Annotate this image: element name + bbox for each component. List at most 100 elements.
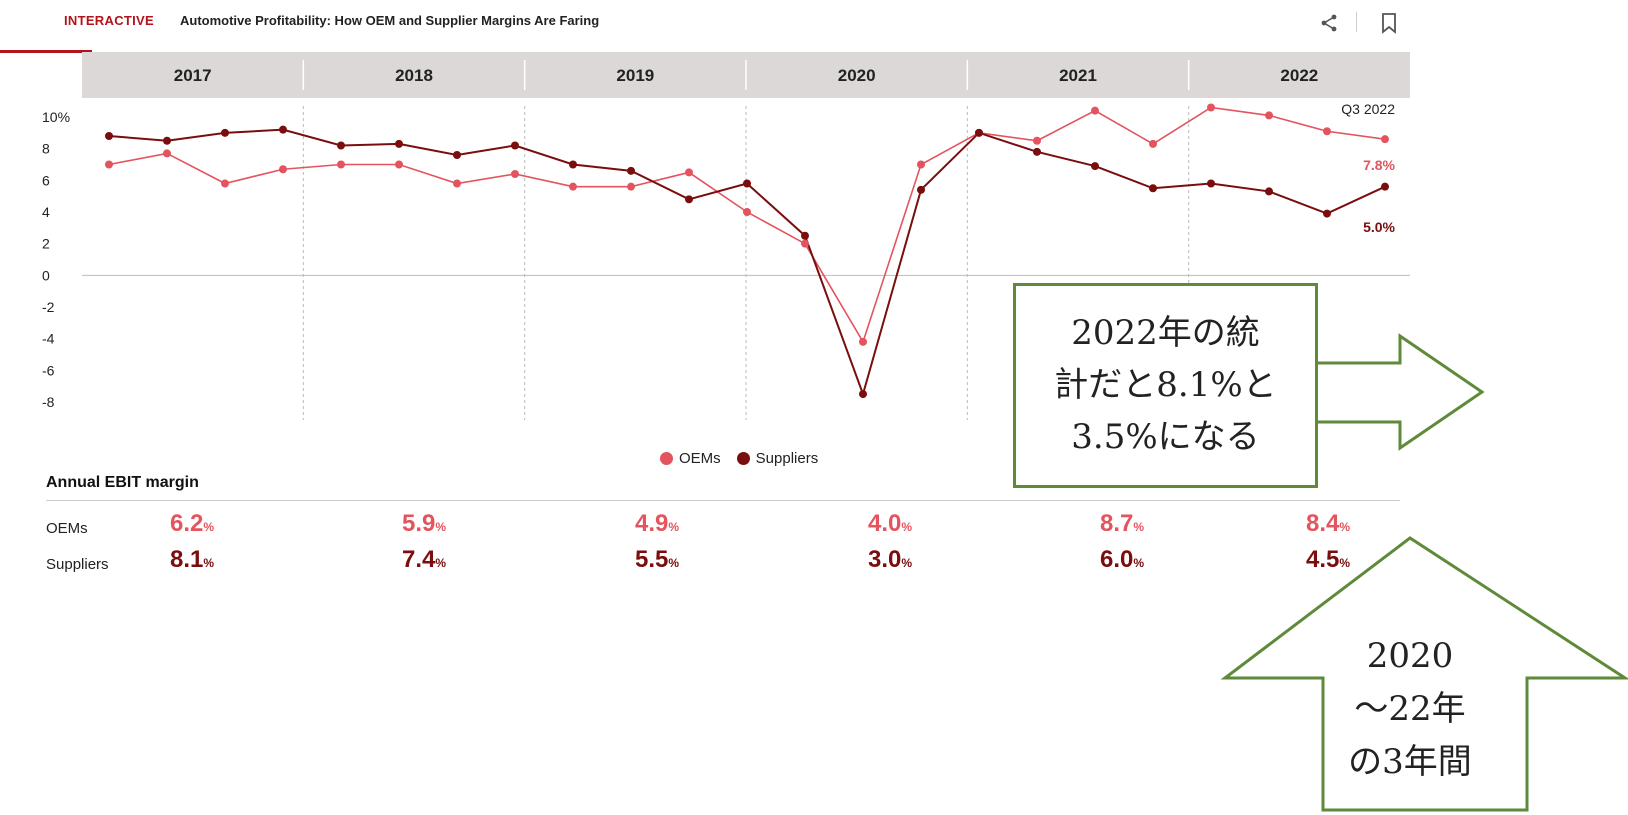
point-suppliers-21: [1323, 209, 1331, 218]
point-suppliers-20: [1265, 187, 1273, 196]
suppliers-annual-2020: 3.0%: [868, 546, 912, 574]
article-header: INTERACTIVE Automotive Profitability: Ho…: [0, 0, 1400, 46]
suppliers-annual-2018: 7.4%: [402, 546, 446, 574]
year-label-2022: 2022: [1280, 66, 1318, 85]
point-suppliers-1: [163, 136, 171, 145]
point-suppliers-12: [801, 231, 809, 240]
end-labels: Q3 2022 7.8% 5.0%: [1341, 101, 1395, 235]
point-suppliers-19: [1207, 179, 1215, 188]
right-arrow-shape: [1315, 333, 1485, 451]
point-oems-1: [163, 149, 171, 158]
oems-annual-2018: 5.9%: [402, 510, 446, 538]
point-oems-21: [1323, 127, 1331, 136]
callout-three-years: 2020 ～22年 の3年間: [1330, 630, 1490, 789]
y-tick-label: -4: [42, 331, 55, 347]
suppliers-annual-2017-value: 8.1: [170, 546, 204, 573]
suppliers-annual-2021-value: 6.0: [1100, 546, 1134, 573]
point-suppliers-10: [685, 195, 693, 204]
legend-suppliers[interactable]: Suppliers: [736, 450, 819, 467]
callout-up-line-1: 2020: [1366, 636, 1454, 676]
suppliers-annual-2022-unit: %: [1339, 556, 1351, 570]
y-tick-label: 10%: [42, 109, 70, 125]
oems-annual-2017-unit: %: [203, 520, 215, 534]
point-suppliers-7: [511, 141, 519, 150]
oems-annual-2020-value: 4.0: [868, 510, 902, 537]
suppliers-annual-2022-value: 4.5: [1306, 546, 1340, 573]
oems-annual-2022-value: 8.4: [1306, 510, 1340, 537]
point-suppliers-17: [1091, 162, 1099, 171]
article-title: Automotive Profitability: How OEM and Su…: [180, 13, 600, 28]
interactive-tag: INTERACTIVE: [64, 13, 154, 28]
point-oems-18: [1149, 139, 1157, 148]
oems-annual-2022: 8.4%: [1306, 510, 1350, 538]
suppliers-annual-2018-unit: %: [435, 556, 447, 570]
point-oems-8: [569, 182, 577, 191]
point-oems-11: [743, 208, 751, 216]
suppliers-annual-2017-unit: %: [203, 556, 215, 570]
point-oems-9: [627, 182, 635, 191]
point-suppliers-8: [569, 160, 577, 169]
point-suppliers-13: [859, 390, 867, 399]
series-points: [105, 103, 1389, 399]
point-suppliers-3: [279, 125, 287, 134]
year-label-2018: 2018: [395, 66, 433, 85]
oems-annual-2019-value: 4.9: [635, 510, 669, 537]
suppliers-annual-2020-unit: %: [901, 556, 913, 570]
point-oems-22: [1381, 135, 1389, 144]
table-divider: [46, 500, 1400, 501]
oems-annual-2020: 4.0%: [868, 510, 912, 538]
point-oems-17: [1091, 106, 1099, 115]
callout-2022-stats: 2022年の統 計だと8.1%と 3.5%になる: [1013, 283, 1318, 488]
suppliers-annual-2021: 6.0%: [1100, 546, 1144, 574]
up-arrow-shape: [1220, 536, 1628, 812]
suppliers-annual-2019-unit: %: [668, 556, 680, 570]
point-suppliers-6: [453, 151, 461, 159]
oems-annual-2018-value: 5.9: [402, 510, 436, 537]
suppliers-annual-2019-value: 5.5: [635, 546, 669, 573]
year-header-band: 2017 2018 2019 2020 2021 2022: [82, 52, 1410, 98]
callout-right-line-2: 計だと8.1%と: [1054, 365, 1277, 405]
y-tick-label: 0: [42, 267, 50, 283]
point-oems-10: [685, 168, 693, 177]
legend-suppliers-label: Suppliers: [755, 450, 819, 467]
suppliers-annual-2020-value: 3.0: [868, 546, 902, 573]
y-tick-label: -6: [42, 362, 55, 378]
annual-ebit-title: Annual EBIT margin: [46, 474, 199, 491]
end-label-oems: 7.8%: [1363, 157, 1395, 173]
suppliers-row-label: Suppliers: [46, 556, 109, 573]
point-suppliers-18: [1149, 184, 1157, 193]
oems-row-label: OEMs: [46, 520, 88, 537]
suppliers-annual-2018-value: 7.4: [402, 546, 436, 573]
year-label-2017: 2017: [174, 66, 212, 85]
point-oems-19: [1207, 103, 1215, 112]
oems-annual-2021: 8.7%: [1100, 510, 1144, 538]
point-suppliers-5: [395, 139, 403, 148]
header-accent-bar: [0, 50, 92, 53]
bookmark-icon[interactable]: [1380, 12, 1398, 34]
oems-annual-2018-unit: %: [435, 520, 447, 534]
point-suppliers-16: [1033, 147, 1041, 156]
legend-oems[interactable]: OEMs: [660, 450, 721, 467]
oems-annual-2022-unit: %: [1339, 520, 1351, 534]
point-suppliers-22: [1381, 182, 1389, 191]
y-tick-label: 2: [42, 236, 50, 252]
oems-annual-2017-value: 6.2: [170, 510, 204, 537]
callout-up-line-2: ～22年: [1354, 689, 1466, 729]
point-oems-6: [453, 179, 461, 188]
chart-grid: [82, 106, 1410, 420]
point-suppliers-14: [917, 185, 925, 194]
oems-annual-2019-unit: %: [668, 520, 680, 534]
end-period-label: Q3 2022: [1341, 101, 1395, 117]
year-label-2021: 2021: [1059, 66, 1097, 85]
point-oems-12: [801, 239, 809, 248]
point-oems-0: [105, 160, 113, 169]
point-oems-16: [1033, 136, 1041, 145]
oems-annual-2019: 4.9%: [635, 510, 679, 538]
legend-suppliers-swatch: [736, 452, 750, 465]
y-tick-label: 8: [42, 141, 50, 157]
share-icon[interactable]: [1318, 12, 1340, 34]
callout-right-line-1: 2022年の統: [1071, 313, 1260, 353]
point-oems-7: [511, 170, 519, 178]
y-tick-label: 4: [42, 204, 50, 220]
